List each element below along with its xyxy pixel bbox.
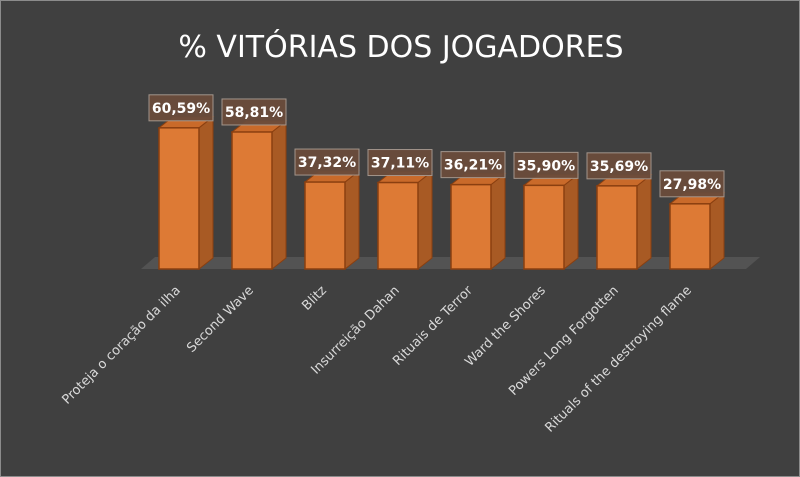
data-label: 35,90% <box>517 158 575 174</box>
category-label: Second Wave <box>184 283 257 356</box>
bar-side <box>636 173 652 271</box>
bar <box>158 127 200 270</box>
bar <box>450 183 492 270</box>
data-label: 58,81% <box>225 105 283 121</box>
data-label: 37,32% <box>298 155 356 171</box>
data-label-box <box>148 94 214 122</box>
data-label: 27,98% <box>663 177 721 193</box>
data-label-box <box>586 152 652 180</box>
bar <box>596 185 638 270</box>
data-label-box <box>513 151 579 179</box>
category-label: Blitz <box>299 283 330 314</box>
bar <box>304 181 346 270</box>
data-label-box <box>367 149 433 177</box>
data-label-box <box>440 151 506 179</box>
bar <box>669 203 711 270</box>
bar <box>377 181 419 270</box>
category-label: Ward the Shores <box>462 283 549 370</box>
chart-title: % VITÓRIAS DOS JOGADORES <box>178 28 623 65</box>
bar-side <box>417 170 433 271</box>
category-label: Proteja o coração da ilha <box>59 283 183 407</box>
data-label: 60,59% <box>152 101 210 117</box>
bar-side <box>563 173 579 271</box>
data-label-box <box>294 148 360 176</box>
data-label-box <box>659 170 725 198</box>
bar-side <box>709 191 725 271</box>
data-label: 36,21% <box>444 158 502 174</box>
bar-side <box>344 170 360 271</box>
bar <box>231 131 273 270</box>
bar-side <box>271 119 287 271</box>
bar-side <box>198 115 214 271</box>
category-label: Rituals of the destroying flame <box>542 283 694 435</box>
category-label: Rituais de Terror <box>390 283 476 369</box>
bar <box>523 184 565 270</box>
bar-side <box>490 172 506 271</box>
data-label: 37,11% <box>371 156 429 172</box>
data-label: 35,69% <box>590 159 648 175</box>
data-label-box <box>221 98 287 126</box>
